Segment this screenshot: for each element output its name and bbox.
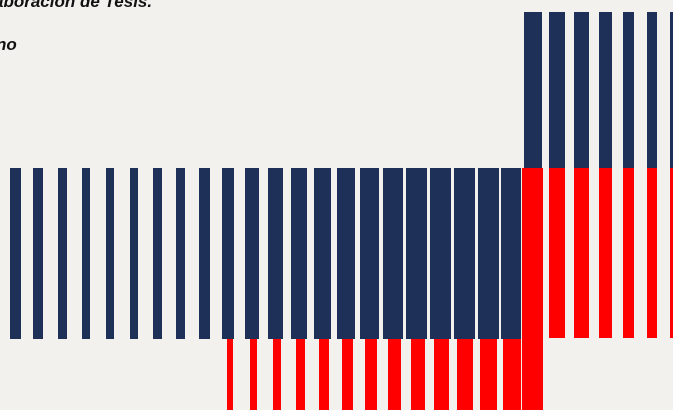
navy-stripe [291,168,307,339]
navy-stripe [647,12,657,168]
navy-stripe [106,168,114,339]
red-stripe [647,168,657,338]
navy-stripe [360,168,379,339]
navy-stripe [314,168,331,339]
red-stripe [522,168,543,410]
navy-stripe [599,12,612,168]
navy-stripe [454,168,475,339]
navy-stripe [623,12,634,168]
navy-stripe [430,168,451,339]
navy-stripe [33,168,43,339]
red-stripe [296,339,305,410]
red-stripe [342,339,353,410]
navy-stripe [406,168,427,339]
navy-stripe [501,168,521,339]
red-stripe [319,339,329,410]
red-stripe [599,168,612,338]
heading-line-1: aboración de Tesis. [0,0,153,11]
navy-stripe [58,168,67,339]
navy-stripe [670,12,673,168]
navy-stripe [176,168,185,339]
red-stripe [457,339,473,410]
navy-stripe [478,168,499,339]
red-stripe [250,339,257,410]
red-stripe [670,168,673,338]
red-stripe [227,339,233,410]
red-stripe [411,339,425,410]
navy-stripe [245,168,259,339]
red-stripe [388,339,401,410]
navy-stripe [222,168,234,339]
navy-stripe [383,168,403,339]
navy-stripe [130,168,138,339]
red-stripe [480,339,497,410]
navy-stripe [549,12,565,168]
heading-line-2: no [0,35,17,54]
navy-stripe [268,168,283,339]
navy-stripe [337,168,355,339]
red-stripe [574,168,589,338]
red-stripe [503,339,521,410]
navy-stripe [199,168,210,339]
navy-stripe [524,12,542,168]
red-stripe [623,168,634,338]
red-stripe [434,339,449,410]
navy-stripe [82,168,90,339]
red-stripe [549,168,565,338]
navy-stripe [10,168,21,339]
red-stripe [365,339,377,410]
navy-stripe [153,168,162,339]
red-stripe [273,339,281,410]
navy-stripe [574,12,589,168]
